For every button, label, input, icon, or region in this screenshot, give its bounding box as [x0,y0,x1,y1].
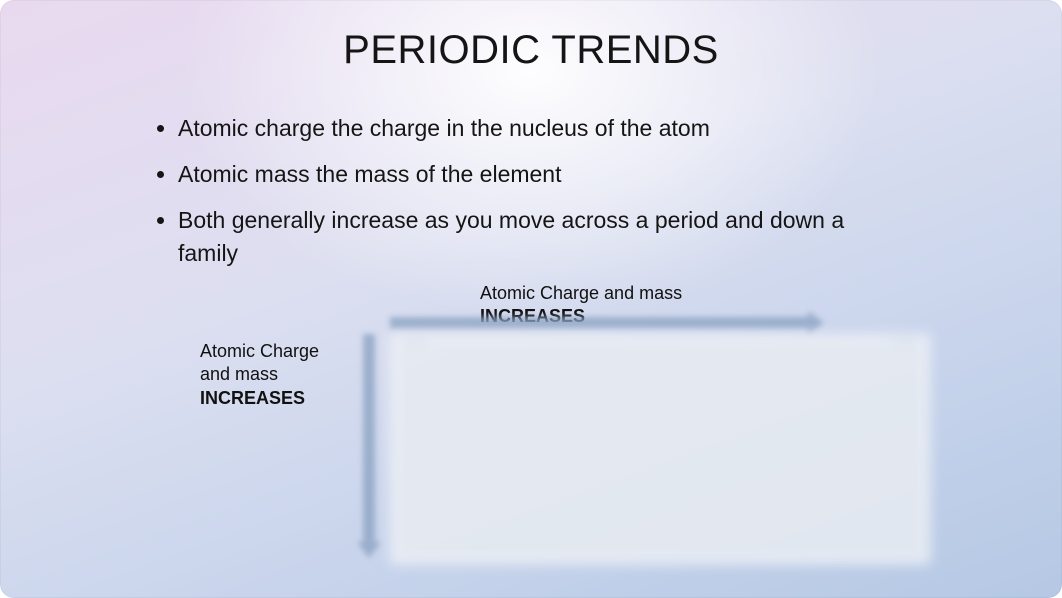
table-cell [661,486,712,520]
periodic-table-graphic [390,334,930,564]
vertical-arrow-icon [363,334,375,544]
table-cell [819,414,870,448]
table-cell [871,522,922,556]
table-cell [714,486,765,520]
table-cell [608,414,659,448]
table-cell [556,378,607,412]
top-axis-label-line1: Atomic Charge and mass [480,282,740,305]
table-cell [661,342,712,376]
table-cell [661,414,712,448]
trend-diagram: Atomic Charge and mass INCREASES Atomic … [200,282,940,582]
table-cell [451,486,502,520]
table-cell [871,342,922,376]
table-cell [556,342,607,376]
table-cell [503,378,554,412]
table-cell [766,450,817,484]
table-cell [714,522,765,556]
table-cell [398,486,449,520]
table-cell [608,450,659,484]
left-axis-label-line2: INCREASES [200,387,340,410]
table-cell [398,342,449,376]
table-cell [661,378,712,412]
table-cell [766,522,817,556]
horizontal-arrow-icon [390,317,810,329]
table-cell [819,378,870,412]
table-cell [398,378,449,412]
table-cell [766,378,817,412]
bullet-item: Atomic mass the mass of the element [178,158,898,190]
table-cell [608,522,659,556]
table-cell [714,414,765,448]
table-cell [503,522,554,556]
table-cell [819,342,870,376]
slide: PERIODIC TRENDS Atomic charge the charge… [0,0,1062,598]
table-cell [398,450,449,484]
table-cell [661,522,712,556]
table-cell [819,450,870,484]
table-cell [714,342,765,376]
left-axis-label: Atomic Charge and mass INCREASES [200,340,340,410]
table-cell [503,342,554,376]
bullet-list: Atomic charge the charge in the nucleus … [158,112,898,283]
table-cell [503,486,554,520]
table-cell [503,414,554,448]
table-cell [556,414,607,448]
table-cell [451,522,502,556]
table-cell [871,378,922,412]
table-cell [451,450,502,484]
table-cell [766,342,817,376]
table-cell [871,450,922,484]
table-cell [871,414,922,448]
left-axis-label-line1: Atomic Charge and mass [200,340,340,387]
table-cell [556,522,607,556]
table-cell [714,450,765,484]
table-cell [608,342,659,376]
table-cell [451,378,502,412]
table-cell [556,450,607,484]
table-cell [661,450,712,484]
table-cell [503,450,554,484]
table-cell [608,378,659,412]
table-cell [398,522,449,556]
table-cell [871,486,922,520]
table-grid [398,342,922,556]
table-cell [556,486,607,520]
table-cell [714,378,765,412]
table-cell [398,414,449,448]
table-cell [451,414,502,448]
table-cell [608,486,659,520]
table-cell [766,486,817,520]
bullet-item: Both generally increase as you move acro… [178,204,898,268]
bullet-item: Atomic charge the charge in the nucleus … [178,112,898,144]
table-cell [819,486,870,520]
table-cell [766,414,817,448]
table-cell [819,522,870,556]
table-cell [451,342,502,376]
slide-title: PERIODIC TRENDS [0,28,1062,73]
